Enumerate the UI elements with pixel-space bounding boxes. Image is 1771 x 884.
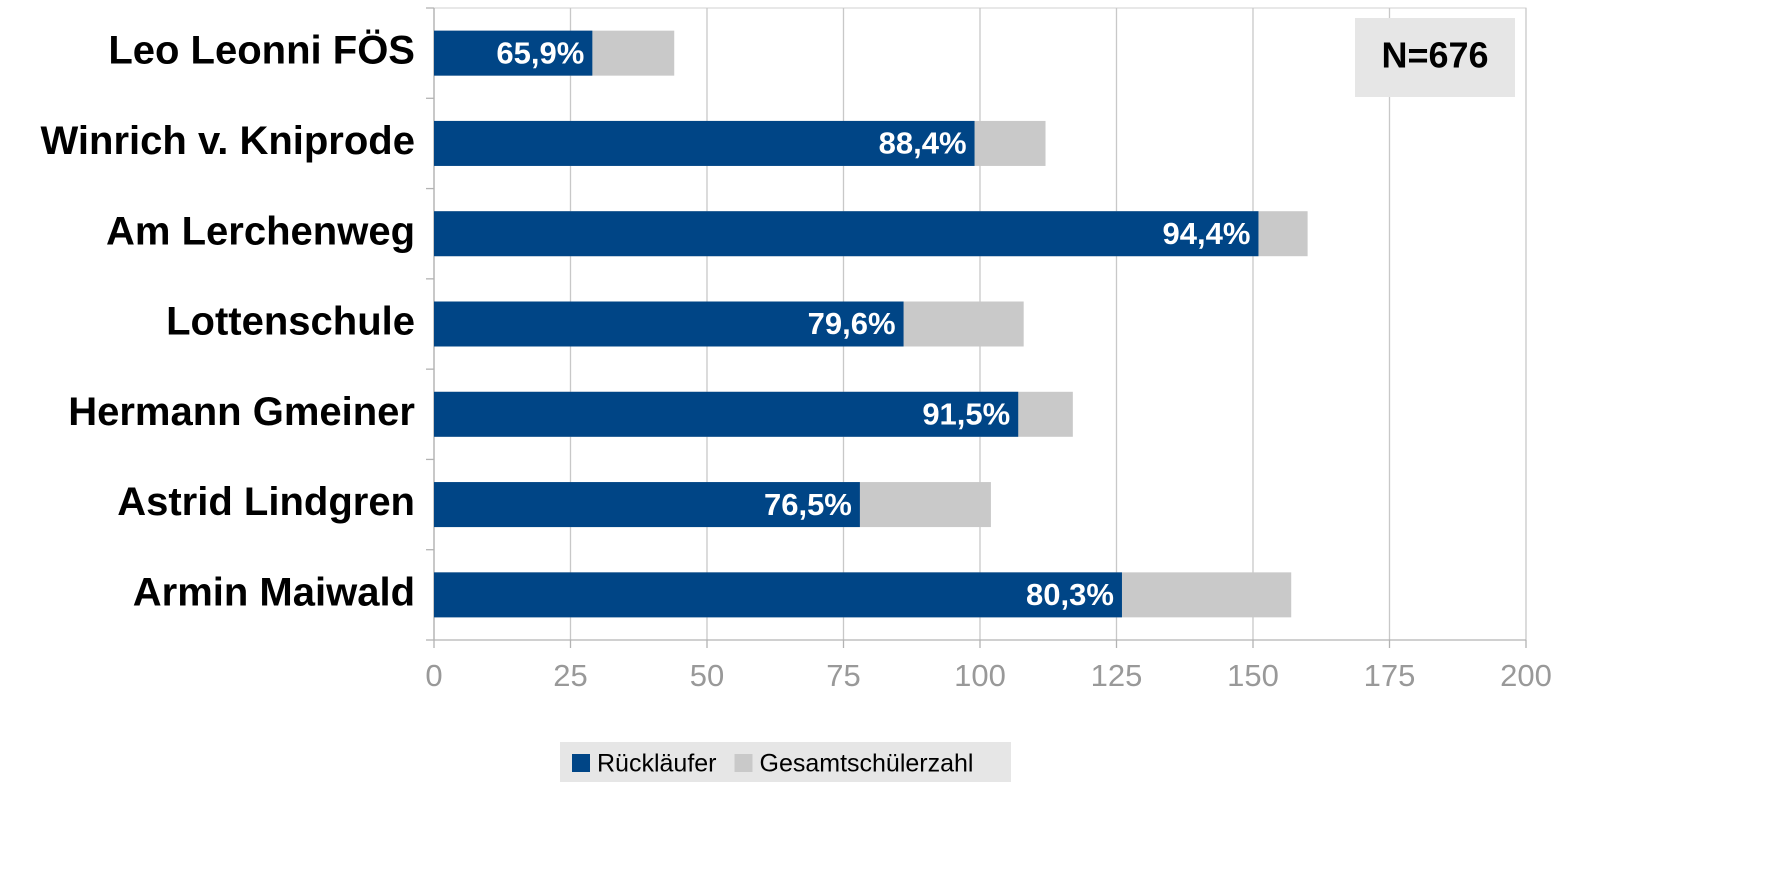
legend-box [560,742,1011,782]
bar [434,572,1122,618]
x-tick-label: 175 [1364,658,1416,693]
bar-label: 65,9% [496,35,584,70]
x-tick-label: 0 [425,658,442,693]
bar-label: 91,5% [922,396,1010,431]
x-tick-label: 125 [1091,658,1143,693]
bar-label: 94,4% [1163,216,1251,251]
bar [434,30,593,76]
annotation: N=676 [1381,35,1488,76]
bar-label: 76,5% [764,487,852,522]
bar-label: 80,3% [1026,577,1114,612]
x-tick-label: 25 [553,658,587,693]
y-tick-label: Leo Leonni FÖS [108,28,415,73]
bar [434,211,1259,257]
annotation-box [1355,18,1515,97]
x-tick-label: 75 [826,658,860,693]
y-tick-label: Lottenschule [166,300,415,344]
y-tick-label: Hermann Gmeiner [68,390,415,434]
x-tick-label: 200 [1500,658,1552,693]
legend-label: Gesamtschülerzahl [760,750,974,778]
y-tick-label: Winrich v. Kniprode [41,119,415,163]
bar [434,482,860,528]
x-tick-label: 50 [690,658,724,693]
bar [434,120,975,166]
legend-swatch [734,754,753,772]
bar-label: 88,4% [879,126,967,161]
y-tick-label: Astrid Lindgren [117,480,415,524]
legend-swatch [572,754,590,772]
y-tick-label: Armin Maiwald [133,570,415,614]
x-tick-label: 150 [1227,658,1279,693]
legend: Rückläufer Gesamtschülerzahl [560,742,1011,782]
x-tick-label: 100 [954,658,1006,693]
plot: 0 25 50 75 100 125 150 175 200 Leo Leonni FÖS Winr… [41,7,1552,782]
y-tick-label: Am Lerchenweg [106,209,415,253]
legend-label: Rückläufer [597,750,717,778]
bar [434,391,1019,437]
bar [434,301,904,347]
bar-label: 79,6% [808,306,896,341]
